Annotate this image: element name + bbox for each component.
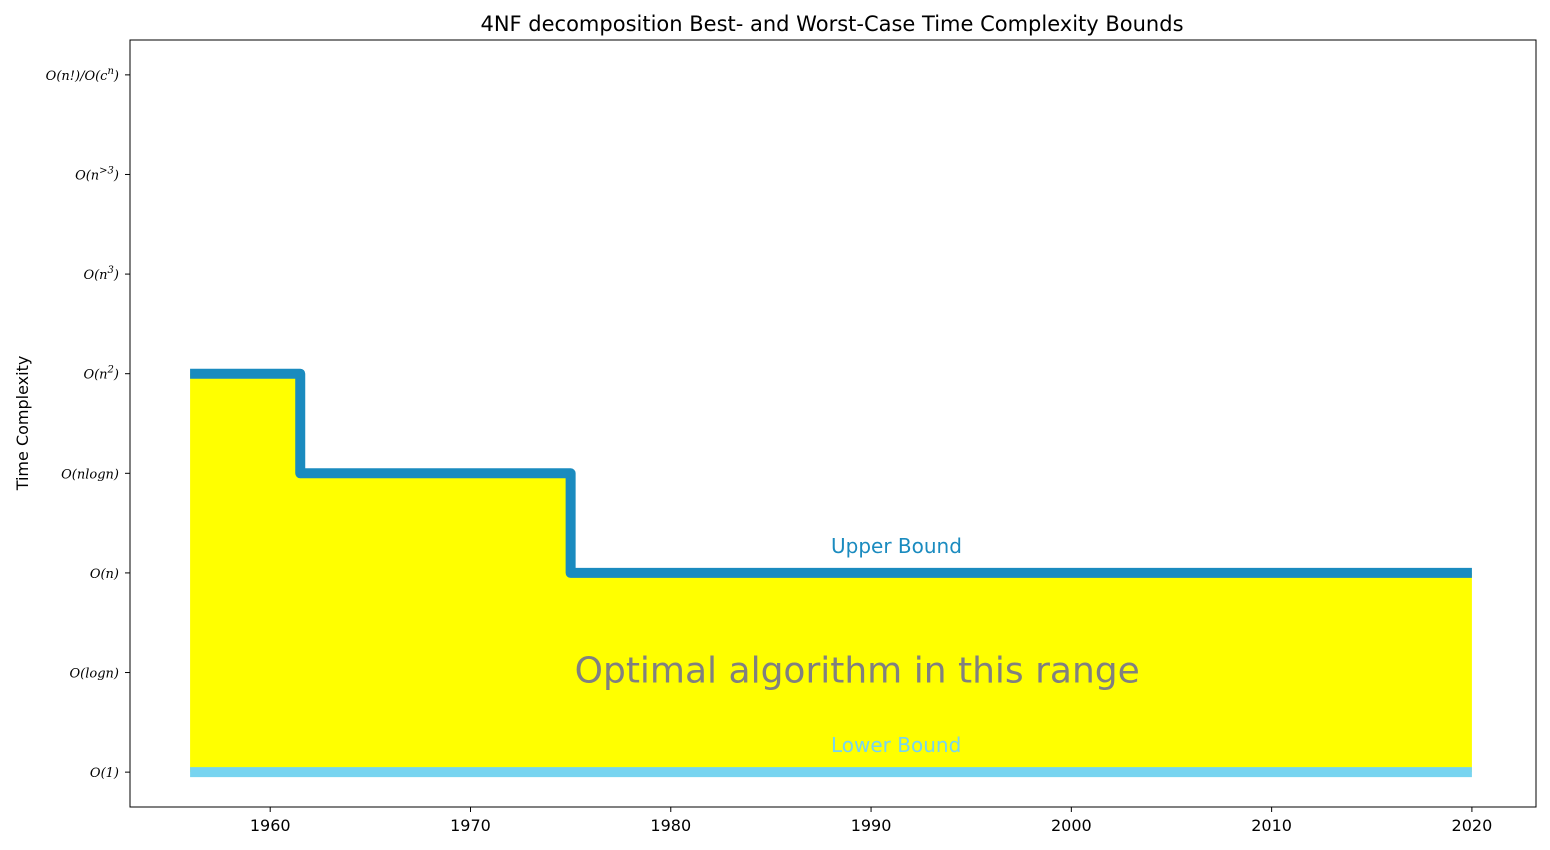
y-tick-label-o-n: O(n2​) [83,365,119,383]
x-tick-label-1980: 1980 [650,816,691,835]
x-tick-label-2020: 2020 [1452,816,1493,835]
y-tick-label-o-1: O(1) [90,766,119,781]
x-tick-label-1960: 1960 [250,816,291,835]
x-tick-label-1970: 1970 [450,816,491,835]
y-tick-label-o-n: O(n) [90,567,119,582]
y-axis: O(1) O(logn) O(n) O(nlogn) O(n2​) O(n3​) O(n>3… [46,66,130,781]
y-axis-label: Time Complexity [13,356,32,492]
x-axis: 1960 1970 1980 1990 2000 2010 2020 [250,807,1492,835]
y-tick-label-o-n-3: O(n>3​) [75,165,119,183]
optimal-algorithm-in-this-range-label: Optimal algorithm in this range [575,650,1140,691]
series-layer [190,368,1472,778]
y-tick-label-o-n-o-c: O(n!)/O(cn​) [46,66,119,84]
lower-bound-label: Lower Bound [831,733,961,757]
y-tick-label-o-nlogn: O(nlogn) [61,467,119,482]
upper-bound-line [190,368,1472,578]
upper-bound-label: Upper Bound [831,534,962,558]
y-tick-label-o-n: O(n3​) [83,265,119,283]
x-tick-label-1990: 1990 [851,816,892,835]
x-tick-label-2000: 2000 [1051,816,1092,835]
x-tick-label-2010: 2010 [1251,816,1292,835]
chart-title: 4NF decomposition Best- and Worst-Case T… [480,12,1183,36]
y-tick-label-o-logn: O(logn) [70,667,119,682]
plot-frame [129,39,1537,808]
annotations: Upper Bound Lower Bound Optimal algorithm … [575,534,1140,757]
